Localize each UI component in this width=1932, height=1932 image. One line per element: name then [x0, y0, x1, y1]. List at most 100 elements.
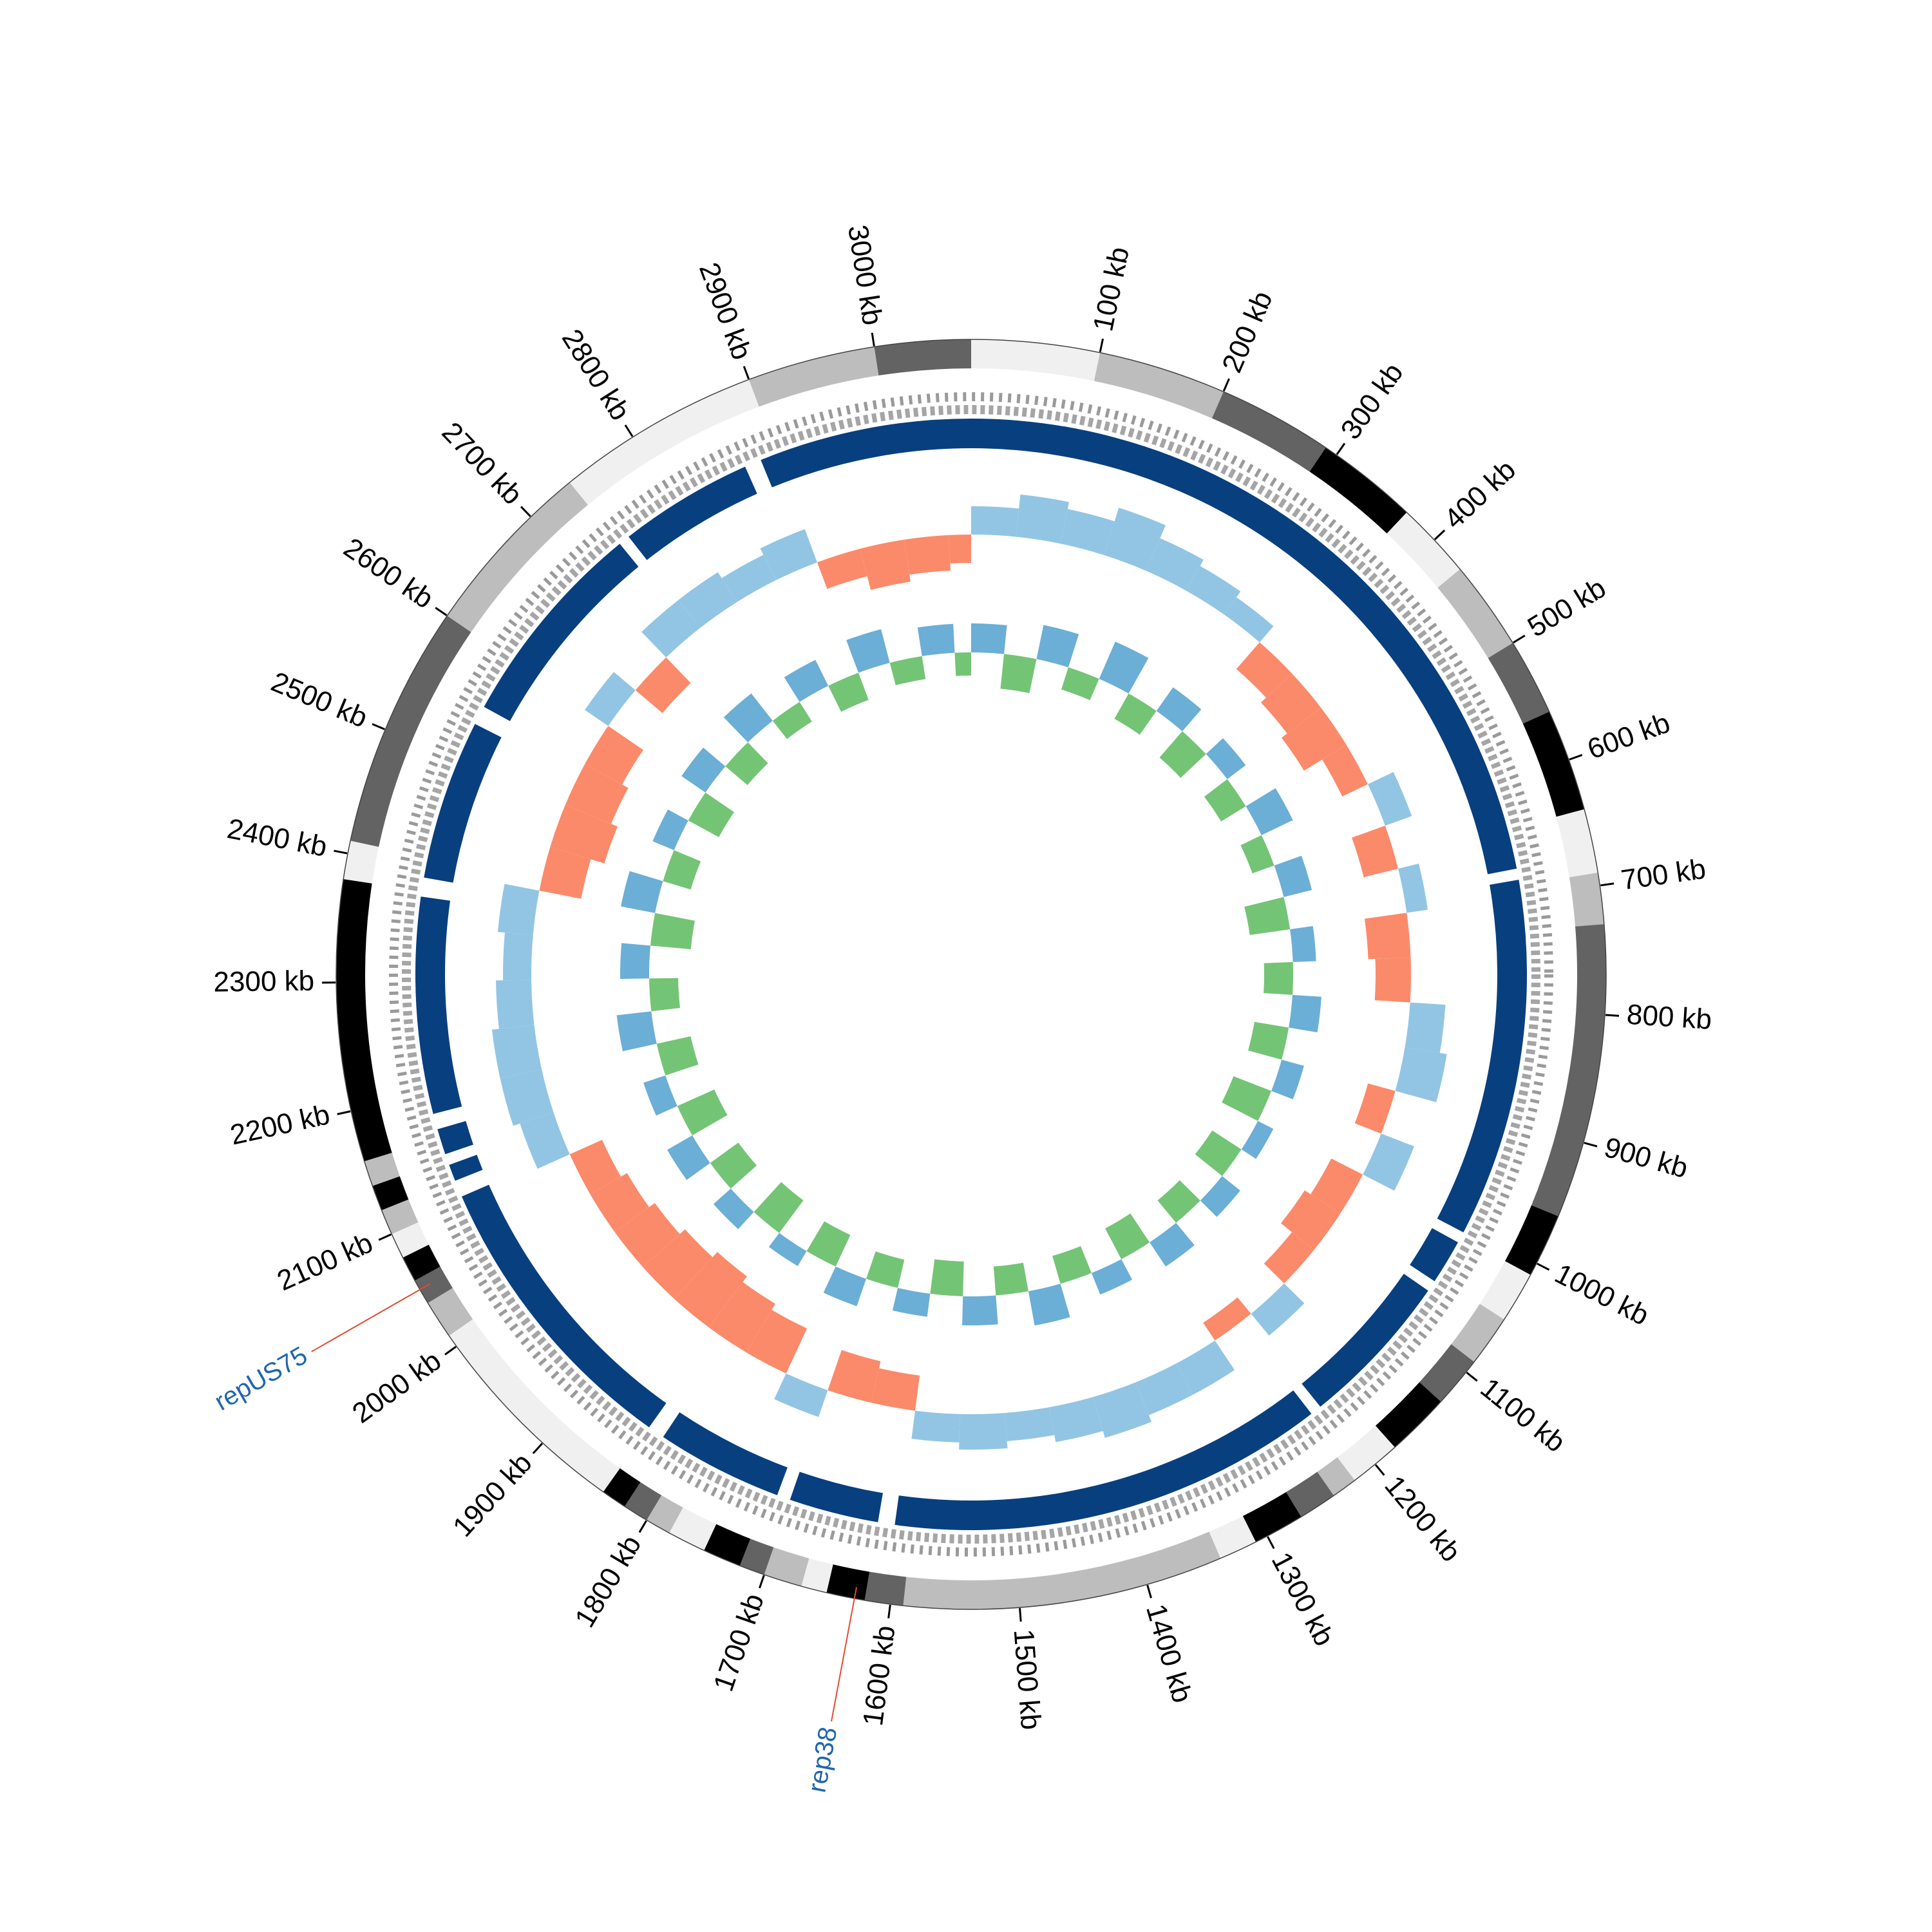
- annotation-label: repUS75: [210, 1341, 312, 1417]
- ideogram-band: [336, 878, 392, 1162]
- track-bar: [1240, 835, 1274, 874]
- track-bar: [1367, 772, 1412, 826]
- ideogram-band: [1488, 643, 1549, 724]
- tick-label: 200 kb: [1216, 287, 1278, 377]
- track-bar: [1236, 642, 1293, 698]
- tick-mark: [759, 1575, 765, 1589]
- ideogram-band: [971, 339, 1101, 381]
- tick-mark: [743, 366, 750, 379]
- track-bar: [917, 623, 955, 656]
- tick-mark: [334, 849, 348, 855]
- tick-label: 1000 kb: [1549, 1258, 1654, 1332]
- track-bar: [1150, 1222, 1195, 1267]
- track-bar: [649, 978, 681, 1012]
- ideogram-band: [874, 339, 971, 376]
- tick-label: 1200 kb: [1378, 1470, 1466, 1568]
- track-bar: [1352, 826, 1398, 878]
- tick-mark: [1222, 378, 1230, 392]
- track-bar: [667, 1135, 710, 1180]
- track-bar: [520, 1112, 570, 1169]
- track-bar: [772, 701, 812, 739]
- track-bar: [746, 1309, 808, 1374]
- track-bar: [1264, 1232, 1314, 1283]
- track-bar: [892, 1287, 931, 1317]
- ideogram-band: [1317, 1457, 1355, 1496]
- tick-label: 2800 kb: [556, 324, 636, 426]
- gene-track: [389, 392, 1553, 1557]
- tick-mark: [337, 1110, 351, 1115]
- ideogram-band: [1375, 1382, 1441, 1448]
- track-bar: [971, 623, 1007, 654]
- tick-label: 300 kb: [1334, 357, 1409, 445]
- track-bar: [1104, 507, 1166, 571]
- track-bar: [1289, 994, 1321, 1033]
- track-bar: [774, 1373, 828, 1417]
- tick-label: 1500 kb: [1008, 1628, 1047, 1731]
- ideogram-band: [1504, 1205, 1558, 1275]
- track-bar: [1195, 1130, 1242, 1177]
- track-bar: [1405, 1002, 1446, 1053]
- ideogram-band: [1211, 392, 1326, 472]
- tick-mark: [1584, 1142, 1598, 1148]
- track-bar: [550, 804, 618, 864]
- tick-mark: [1600, 882, 1615, 887]
- gene-ring-reverse: [402, 405, 1540, 1544]
- track-bar: [954, 652, 971, 676]
- tick-mark: [624, 424, 634, 437]
- track-bar: [614, 1202, 680, 1267]
- track-bar: [590, 1173, 649, 1233]
- annotation-line: [831, 1587, 857, 1722]
- track-bar: [971, 506, 1019, 537]
- tick-label: 1900 kb: [447, 1447, 538, 1543]
- track-bar: [1186, 565, 1241, 615]
- ideogram-band: [1387, 512, 1461, 588]
- tick-label: 2200 kb: [227, 1099, 332, 1151]
- tick-mark: [638, 1520, 647, 1533]
- track-bar: [866, 1251, 905, 1288]
- ideogram-band: [1556, 809, 1598, 878]
- tick-label: 1300 kb: [1265, 1547, 1340, 1651]
- track-bar: [620, 943, 650, 979]
- track-bar: [1061, 667, 1099, 701]
- tick-label: 2100 kb: [272, 1227, 377, 1297]
- tick-label: 100 kb: [1087, 244, 1135, 334]
- track-bar: [1016, 494, 1069, 544]
- track-bar: [565, 764, 629, 824]
- track-bar: [1271, 1059, 1304, 1100]
- ideogram-band: [402, 1244, 440, 1281]
- ideogram-band: [764, 1547, 810, 1587]
- track-bar: [1091, 1259, 1133, 1295]
- block: [437, 1121, 473, 1155]
- ideogram-band: [415, 1266, 453, 1303]
- tick-label: 2500 kb: [267, 666, 372, 734]
- track-bar: [650, 913, 695, 949]
- tick-label: 1100 kb: [1475, 1372, 1571, 1459]
- track-bar: [1364, 913, 1411, 960]
- tick-mark: [1466, 1372, 1478, 1382]
- block: [484, 544, 639, 721]
- track-bar: [959, 1412, 1008, 1450]
- track-bar: [1397, 863, 1428, 913]
- tick-mark: [435, 607, 448, 616]
- ideogram-band: [350, 616, 471, 848]
- track-bar: [656, 1036, 699, 1075]
- track-bar: [663, 850, 701, 890]
- tick-mark: [1146, 1584, 1152, 1598]
- annotation-label: rep38: [802, 1725, 842, 1795]
- track-bar: [1395, 1046, 1447, 1103]
- track-bar: [806, 1221, 851, 1267]
- block: [424, 724, 502, 883]
- track-bar: [1251, 1283, 1305, 1336]
- track-bar: [725, 742, 768, 786]
- track-bar: [889, 656, 926, 686]
- track-bar: [1374, 957, 1411, 1003]
- ideogram-band: [1479, 1261, 1531, 1320]
- tick-mark: [871, 332, 875, 346]
- track-bar: [1105, 1213, 1150, 1260]
- track-bar: [930, 1259, 964, 1296]
- track-bar: [1311, 1158, 1363, 1214]
- block: [1302, 1273, 1428, 1407]
- track-bar: [1248, 1021, 1289, 1060]
- track-bar: [678, 572, 737, 629]
